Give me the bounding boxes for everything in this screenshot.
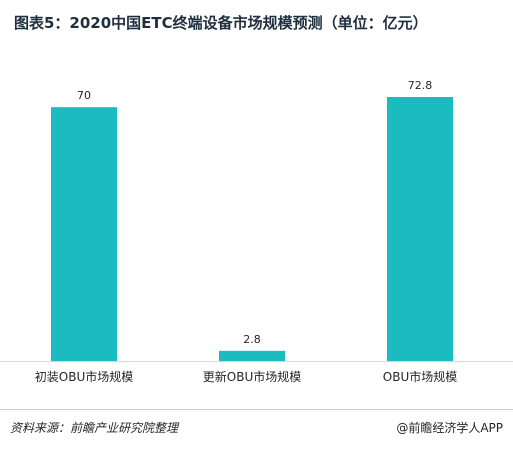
category-label-3: OBU市场规模 — [383, 369, 457, 384]
bar-chart: 70 2.8 72.8 初装OBU市场规模 更新OBU市场规模 OBU市场规模 — [0, 79, 513, 384]
chart-title: 图表5：2020中国ETC终端设备市场规模预测（单位：亿元） — [14, 14, 428, 32]
data-label-3: 72.8 — [408, 79, 433, 92]
category-label-1: 初装OBU市场规模 — [35, 369, 133, 384]
bar-2 — [219, 350, 285, 361]
bar-1 — [51, 107, 117, 362]
footer-divider — [0, 409, 513, 410]
data-label-1: 70 — [77, 89, 91, 102]
data-label-2: 2.8 — [243, 333, 261, 346]
source-note: 资料来源：前瞻产业研究院整理 — [10, 421, 179, 435]
bar-3 — [387, 97, 453, 361]
category-label-2: 更新OBU市场规模 — [203, 369, 301, 384]
credit-note: @前瞻经济学人APP — [396, 421, 503, 435]
